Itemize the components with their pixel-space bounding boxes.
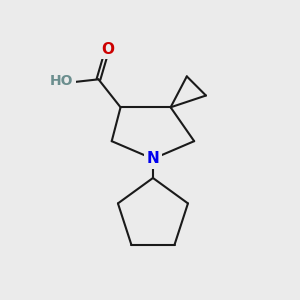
Text: N: N (147, 151, 159, 166)
Text: HO: HO (50, 74, 74, 88)
Text: O: O (101, 41, 114, 56)
